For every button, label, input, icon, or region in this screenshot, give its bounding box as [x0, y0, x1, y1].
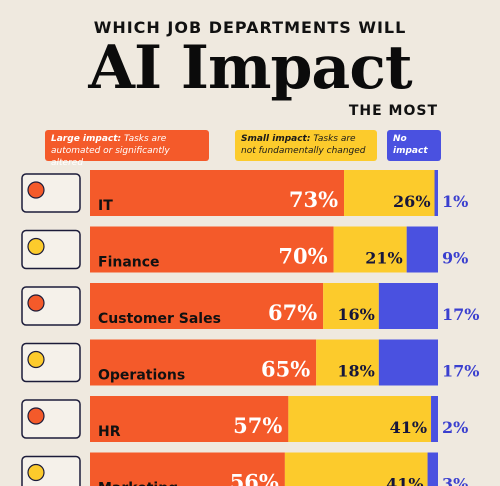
- bar-hr-no-impact: [431, 396, 438, 442]
- title-bottom: THE MOST: [348, 103, 438, 119]
- value-label-hr-small: 41%: [390, 418, 427, 437]
- department-illustration-icon-customer-sales: [21, 286, 81, 326]
- bar-operations-large-impact: [90, 339, 317, 386]
- value-label-finance-small: 21%: [365, 249, 402, 268]
- value-label-customer-sales-none: 17%: [442, 305, 479, 324]
- legend-small-desc: Tasks are not fundamentally changed: [241, 134, 366, 156]
- value-label-marketing-small: 41%: [386, 475, 423, 486]
- bar-operations-no-impact: [378, 339, 438, 386]
- bar-marketing-small-impact: [284, 452, 428, 486]
- title-top: WHICH JOB DEPARTMENTS WILL: [93, 18, 407, 37]
- category-label-marketing: Marketing: [98, 481, 178, 486]
- bar-it-large-impact: [90, 170, 345, 216]
- value-label-customer-sales-large: 67%: [268, 300, 317, 325]
- legend-large-desc: Tasks are automated or significantly alt…: [51, 134, 170, 168]
- chart-title: AI Impact: [88, 33, 412, 103]
- bar-it-no-impact: [434, 170, 438, 216]
- bar-hr-large-impact: [90, 396, 289, 442]
- bar-customer-sales-large-impact: [90, 283, 324, 329]
- category-label-hr: HR: [98, 424, 121, 440]
- department-illustration-icon-it: [21, 173, 81, 213]
- value-label-it-small: 26%: [393, 192, 430, 211]
- value-label-marketing-none: 3%: [442, 475, 468, 486]
- legend-small-title: Small impact:: [241, 134, 311, 144]
- legend-none-title: No impact: [393, 134, 428, 156]
- value-label-hr-none: 2%: [442, 418, 468, 437]
- value-label-it-none: 1%: [442, 192, 468, 211]
- bar-operations-small-impact: [316, 339, 379, 386]
- bar-finance-no-impact: [406, 226, 438, 273]
- category-label-it: IT: [98, 198, 113, 214]
- value-label-operations-large: 65%: [261, 357, 310, 382]
- category-label-operations: Operations: [98, 368, 185, 384]
- legend-no-impact: No impact: [387, 130, 441, 161]
- department-illustration-icon-operations: [21, 342, 81, 383]
- value-label-hr-large: 57%: [233, 413, 282, 438]
- bar-marketing-no-impact: [427, 452, 438, 486]
- value-label-finance-none: 9%: [442, 249, 468, 268]
- bar-hr-small-impact: [288, 396, 432, 442]
- legend-small-impact: Small impact: Tasks are not fundamentall…: [235, 130, 377, 161]
- value-label-marketing-large: 56%: [230, 470, 279, 486]
- value-label-customer-sales-small: 16%: [337, 305, 374, 324]
- value-label-operations-none: 17%: [442, 362, 479, 381]
- category-label-customer-sales: Customer Sales: [98, 311, 221, 327]
- value-label-finance-large: 70%: [278, 244, 327, 269]
- department-illustration-icon-marketing: [21, 455, 81, 486]
- category-label-finance: Finance: [98, 255, 160, 271]
- bar-it-small-impact: [344, 170, 435, 216]
- legend-large-impact: Large impact: Tasks are automated or sig…: [45, 130, 209, 168]
- value-label-operations-small: 18%: [337, 362, 374, 381]
- bar-customer-sales-no-impact: [378, 283, 438, 329]
- department-illustration-icon-finance: [21, 229, 81, 270]
- bar-customer-sales-small-impact: [323, 283, 379, 329]
- department-illustration-icon-hr: [21, 399, 81, 439]
- value-label-it-large: 73%: [289, 187, 338, 212]
- bar-finance-large-impact: [90, 226, 334, 273]
- bar-finance-small-impact: [333, 226, 407, 273]
- bar-marketing-large-impact: [90, 452, 285, 486]
- legend-large-title: Large impact:: [51, 134, 122, 144]
